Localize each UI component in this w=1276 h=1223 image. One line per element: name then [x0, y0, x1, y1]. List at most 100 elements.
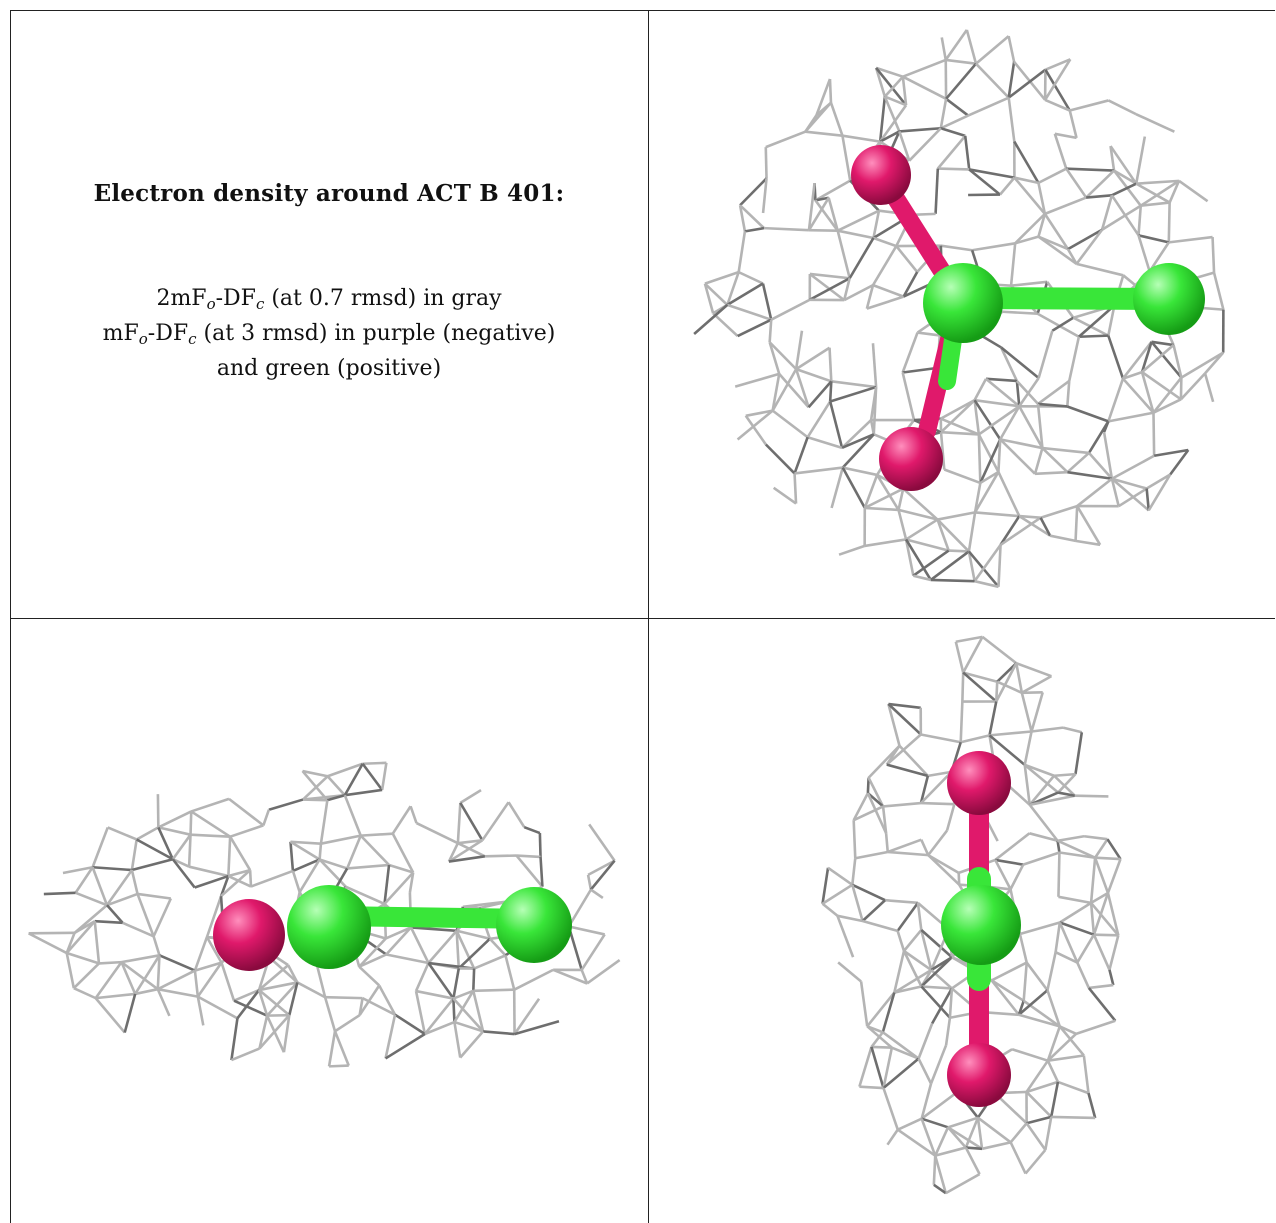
mesh-edge: [902, 366, 938, 374]
mesh-edge: [866, 295, 904, 310]
mesh-edge: [859, 1085, 884, 1090]
mesh-edge: [122, 921, 155, 938]
mesh-edge: [586, 958, 621, 985]
mesh-edge: [994, 859, 1012, 890]
mesh-edge: [712, 312, 739, 338]
mesh-edge: [904, 539, 915, 576]
mesh-edge: [106, 904, 124, 924]
mesh-edge: [250, 869, 294, 888]
mesh-edge: [258, 981, 298, 992]
mesh-edge: [736, 409, 774, 441]
mesh-edge: [1074, 794, 1109, 798]
mesh-edge: [538, 833, 542, 857]
mesh-edge: [815, 78, 832, 116]
mesh-edge: [318, 843, 323, 860]
mesh-edge: [945, 62, 977, 100]
mesh-edge: [841, 135, 852, 181]
mesh-edge: [967, 512, 977, 552]
mesh-edge: [882, 1087, 900, 1131]
mesh-edge: [990, 979, 1020, 1016]
mesh-edge: [882, 1047, 894, 1089]
mesh-edge: [881, 992, 896, 1033]
mesh-edge: [326, 775, 346, 797]
mesh-edge: [936, 518, 970, 553]
mesh-edge: [947, 1116, 979, 1129]
mesh-edge: [391, 805, 412, 835]
mesh-edge: [1018, 405, 1044, 449]
mesh-edge: [977, 434, 982, 483]
mesh-edge: [1014, 235, 1039, 245]
mesh-edge: [739, 204, 765, 230]
mesh-edge: [897, 1117, 923, 1131]
mesh-edge: [1034, 470, 1068, 476]
mesh-edge: [885, 898, 918, 905]
mesh-edge: [515, 854, 544, 888]
mesh-edge: [882, 1057, 920, 1090]
mesh-edge: [220, 869, 252, 898]
mesh-edge: [1078, 334, 1109, 339]
mesh-edge: [1152, 398, 1182, 414]
mesh-edge: [289, 841, 295, 872]
mesh-edge: [287, 964, 299, 984]
mesh-edge: [1141, 344, 1175, 374]
mesh-edge: [1092, 892, 1110, 936]
mesh-edge: [898, 508, 938, 521]
mesh-edge: [1036, 403, 1044, 449]
mesh-edge: [872, 386, 878, 435]
mesh-edge: [843, 283, 874, 302]
mesh-edge: [587, 859, 616, 877]
mesh-edge: [1203, 373, 1215, 403]
mesh-edge: [588, 823, 616, 862]
mesh-edge: [1019, 921, 1061, 936]
mesh-edge: [220, 962, 236, 1002]
mesh-edge: [884, 833, 890, 853]
mesh-edge: [738, 205, 747, 232]
mesh-edge: [968, 168, 1001, 196]
mesh-edge: [568, 925, 605, 936]
mesh-edge: [1062, 726, 1083, 734]
mesh-edge: [1044, 98, 1071, 112]
mesh-edge: [1015, 380, 1021, 407]
mesh-edge: [258, 1014, 291, 1050]
mesh-edge: [73, 986, 97, 1000]
mesh-edge: [887, 703, 922, 736]
mesh-edge: [1026, 1080, 1059, 1094]
mesh-edge: [1092, 934, 1111, 971]
mesh-edge: [1134, 136, 1147, 184]
mesh-edge: [947, 1126, 983, 1150]
mesh-edge: [344, 788, 383, 797]
mesh-edge: [985, 377, 1021, 408]
mesh-edge: [157, 987, 199, 998]
mesh-edge: [1011, 1048, 1049, 1062]
mesh-edge: [1044, 69, 1071, 112]
mesh-edge: [927, 854, 961, 886]
mesh-edge: [872, 283, 905, 298]
mesh-edge: [920, 1083, 933, 1120]
mesh-edge: [1145, 488, 1151, 511]
mesh-edge: [920, 839, 930, 856]
mesh-edge: [448, 855, 486, 863]
mesh-edge: [1107, 335, 1125, 380]
mesh-edge: [703, 283, 715, 314]
mesh-edge: [1147, 473, 1172, 512]
mesh-edge: [734, 372, 780, 388]
mesh-edge: [318, 858, 347, 888]
mesh-edge: [504, 955, 516, 991]
mesh-edge: [936, 519, 950, 552]
mesh-edge: [1043, 213, 1070, 250]
mesh-edge: [120, 961, 137, 995]
mesh-edge: [921, 985, 952, 990]
mesh-edge: [887, 838, 922, 854]
mesh-edge: [265, 1015, 286, 1053]
mesh-edge: [793, 436, 809, 474]
mesh-edge: [298, 858, 321, 893]
mesh-edge: [1033, 447, 1044, 475]
mesh-edge: [334, 1014, 361, 1033]
mesh-edge: [414, 962, 430, 992]
mesh-edge: [452, 968, 461, 999]
mesh-edge: [1212, 272, 1225, 310]
carbon-atom: [1133, 263, 1205, 335]
mesh-edge: [1169, 449, 1190, 476]
mesh-edge: [448, 839, 484, 863]
legend-line-2fo-fc: 2mFo-DFc (at 0.7 rmsd) in gray: [156, 286, 502, 313]
